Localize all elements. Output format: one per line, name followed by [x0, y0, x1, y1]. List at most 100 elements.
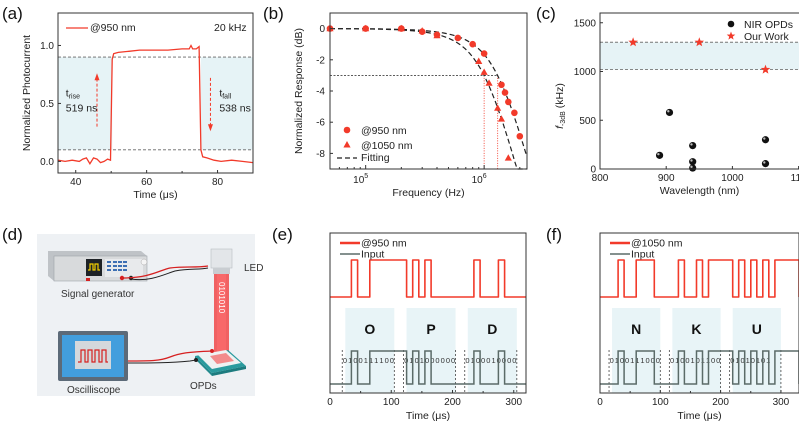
y-tick-label: 0: [319, 24, 325, 35]
bit-digit: 0: [425, 356, 429, 365]
rise-label: trise: [66, 87, 80, 100]
led-icon: [210, 248, 233, 274]
oscilloscope-label: Oscilliscope: [67, 385, 121, 396]
bit-digit: 1: [420, 356, 424, 365]
letter-label: O: [364, 321, 375, 337]
point-nir-opd: [761, 160, 770, 168]
bit-digit: 0: [353, 356, 357, 365]
fall-shade: [200, 57, 253, 150]
bit-digit: 0: [512, 356, 516, 365]
bit-digit: 0: [620, 356, 624, 365]
point-950nm: [454, 34, 462, 42]
bit-digit: 0: [486, 356, 490, 365]
x-axis-title: Wavelength (nm): [660, 185, 740, 197]
cable-red-osc: [127, 350, 213, 362]
bit-digit: 0: [481, 356, 485, 365]
x-tick-label: 100: [652, 397, 669, 408]
x-tick-label: 106: [472, 173, 487, 186]
rise-shade: [58, 57, 113, 150]
point-1050nm: [397, 24, 405, 32]
point-highlight: [690, 165, 693, 169]
rise-value: 519 ns: [66, 103, 98, 115]
bit-digit: 0: [670, 356, 674, 365]
panel-a-chart: trise 519 ns tfall 538 ns @950 nm 20 kHz 40 60 8…: [21, 12, 254, 201]
point-highlight: [690, 159, 693, 162]
letter-label: P: [426, 321, 435, 337]
x-tick-label: 80: [212, 177, 224, 188]
fall-arrowhead: [207, 124, 213, 132]
plot-frame: [599, 12, 799, 170]
bit-digit: 0: [716, 356, 720, 365]
y-axis-title: Normalized Response (dB): [293, 28, 305, 154]
point-1050nm: [418, 27, 426, 34]
legend-marker-950: [343, 126, 351, 134]
panel-f-chart: N0 1 0 0 1 1 1 0 0 0K0 1 0 0 1 0 1 1 0 0U0 1 0 1 0 1 0 1@1050 nmI…: [597, 232, 799, 422]
bit-digit: 1: [348, 356, 352, 365]
y-tick-label: 0.0: [40, 157, 54, 168]
opds-label: OPDs: [190, 381, 217, 392]
output-waveform: [330, 259, 526, 298]
legend-label-output: @950 nm: [361, 238, 407, 250]
bit-digit: 1: [630, 356, 634, 365]
y-tick-label: 1.0: [40, 41, 54, 52]
x-tick-label: 105: [353, 173, 368, 186]
bit-digit: 0: [696, 356, 700, 365]
bit-digit: 1: [746, 356, 750, 365]
y-tick-label: -2: [316, 55, 325, 66]
bit-digit: 0: [441, 356, 445, 365]
x-tick-label: 60: [141, 177, 153, 188]
point-950nm: [505, 98, 512, 106]
bit-digit: 1: [409, 356, 413, 365]
panel-label-a: (a): [2, 4, 23, 23]
y-axis-title: f-3dB (kHz): [554, 83, 567, 129]
bit-digit: 0: [385, 356, 389, 365]
letter-label: D: [487, 321, 497, 337]
opds-icon: [195, 350, 246, 376]
x-tick-label: 200: [444, 397, 461, 408]
y-tick-label: -6: [316, 118, 325, 129]
x-tick-label: 40: [70, 177, 82, 188]
fitting-curve-0: [330, 28, 528, 157]
bit-digit: 0: [415, 356, 419, 365]
bit-digit: 0: [451, 356, 455, 365]
fall-label: tfall: [219, 87, 231, 100]
bit-digit: 0: [390, 356, 394, 365]
point-950nm: [516, 132, 524, 140]
bit-digit: 1: [369, 356, 373, 365]
bit-digit: 0: [435, 356, 439, 365]
letter-label: U: [752, 321, 762, 337]
photocurrent-line: [57, 44, 254, 165]
x-axis-title: Time (μs): [406, 410, 450, 422]
point-950nm: [501, 89, 509, 96]
x-tick-label: 0: [327, 397, 333, 408]
x-tick-label: 110: [791, 173, 799, 184]
bit-digit: 1: [374, 356, 378, 365]
x-tick-label: 200: [712, 397, 729, 408]
y-tick-label: 0: [590, 165, 596, 176]
point-1050nm: [497, 115, 506, 122]
cable-red: [121, 265, 209, 279]
band-shade: [600, 42, 799, 70]
y-tick-label: -4: [316, 87, 325, 98]
y-tick-label: 1500: [574, 18, 597, 29]
rise-arrowhead: [94, 73, 100, 81]
output-waveform: [600, 259, 799, 298]
letter-label: K: [691, 321, 701, 337]
bit-digit: 0: [446, 356, 450, 365]
point-nir-opd: [655, 151, 664, 159]
x-tick-label: 300: [505, 397, 522, 408]
y-tick-label: 500: [579, 116, 596, 127]
point-nir-opd: [689, 142, 697, 150]
point-highlight: [667, 110, 670, 113]
bit-digit: 0: [430, 356, 434, 365]
bit-digit: 1: [675, 356, 679, 365]
panel-label-c: (c): [536, 4, 556, 23]
plot-frame: [329, 232, 527, 394]
x-tick-label: 800: [592, 173, 609, 184]
point-highlight: [690, 143, 693, 146]
point-highlight: [763, 137, 766, 140]
panel-d-diagram: Signal generator LED 0101010 OPDs: [37, 234, 263, 396]
point-950nm: [498, 81, 505, 89]
plot-frame: [57, 12, 254, 174]
